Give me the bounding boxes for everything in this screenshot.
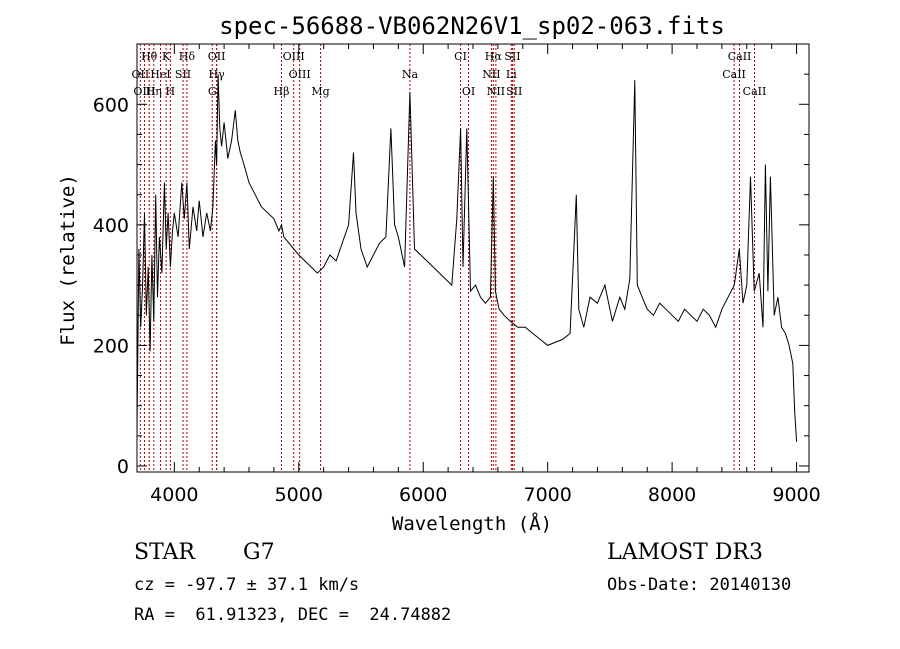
- y-tick-label: 0: [117, 456, 129, 478]
- spectral-line-label: SII: [175, 68, 191, 81]
- x-axis-label: Wavelength (Å): [392, 512, 552, 535]
- spectral-lines: [139, 44, 755, 472]
- flux-series-line: [136, 74, 798, 442]
- axis-tick-labels: 4000 5000 6000 7000 8000 9000 0 200 400 600: [93, 94, 821, 506]
- y-tick-label: 600: [93, 94, 129, 116]
- coordinates-info: RA = 61.91323, DEC = 24.74882: [134, 605, 451, 625]
- x-tick-label: 7000: [523, 484, 571, 506]
- spectral-line-label: HeI: [150, 68, 170, 81]
- spectral-line-label: OIII: [289, 68, 311, 81]
- spectral-line-label: Hθ: [141, 50, 158, 63]
- obs-date-info: Obs-Date: 20140130: [607, 575, 791, 595]
- spectral-line-label: Hγ: [209, 68, 226, 81]
- spectral-line-label: Na: [402, 68, 419, 81]
- spectral-line-label: SII: [504, 50, 520, 63]
- spectral-line-label: Li: [506, 68, 517, 81]
- x-tick-label: 6000: [399, 484, 447, 506]
- spectral-line-label: K: [162, 50, 171, 63]
- x-tick-label: 8000: [648, 484, 696, 506]
- y-axis-label: Flux (relative): [57, 174, 79, 346]
- spectral-line-label: OII: [208, 50, 226, 63]
- spectral-line-label: G: [208, 85, 217, 98]
- spectral-line-label: NII: [482, 68, 500, 81]
- axis-ticks: [137, 44, 809, 472]
- chart-title: spec-56688-VB062N26V1_sp02-063.fits: [219, 12, 725, 40]
- spectral-line-label: OI: [462, 85, 475, 98]
- x-tick-label: 5000: [275, 484, 323, 506]
- spectral-line-label: Hη: [146, 85, 162, 98]
- object-subclass: G7: [243, 540, 275, 565]
- redshift-info: cz = -97.7 ± 37.1 km/s: [134, 575, 359, 595]
- spectral-line-label: Hα: [485, 50, 503, 63]
- spectral-line-label: NII: [487, 85, 505, 98]
- spectral-line-label: OIII: [133, 85, 155, 98]
- spectral-line-label: CaII: [722, 68, 746, 81]
- spectral-line-label: Mg: [311, 85, 329, 98]
- spectral-line-label: OIII: [283, 50, 305, 63]
- spectral-line-label: CaII: [743, 85, 767, 98]
- plot-frame: [136, 43, 810, 473]
- spectral-line-label: CaII: [728, 50, 752, 63]
- spectral-line-label: CI: [454, 50, 467, 63]
- survey-name: LAMOST DR3: [607, 540, 763, 565]
- y-tick-label: 200: [93, 335, 129, 357]
- x-tick-label: 9000: [772, 484, 820, 506]
- y-tick-label: 400: [93, 215, 129, 237]
- object-class: STAR: [134, 540, 196, 565]
- spectral-line-label: Hδ: [179, 50, 196, 63]
- spectral-line-label: SII: [506, 85, 522, 98]
- spectral-line-label: H: [166, 85, 176, 98]
- x-tick-label: 4000: [150, 484, 198, 506]
- spectral-line-label: Hβ: [274, 85, 290, 98]
